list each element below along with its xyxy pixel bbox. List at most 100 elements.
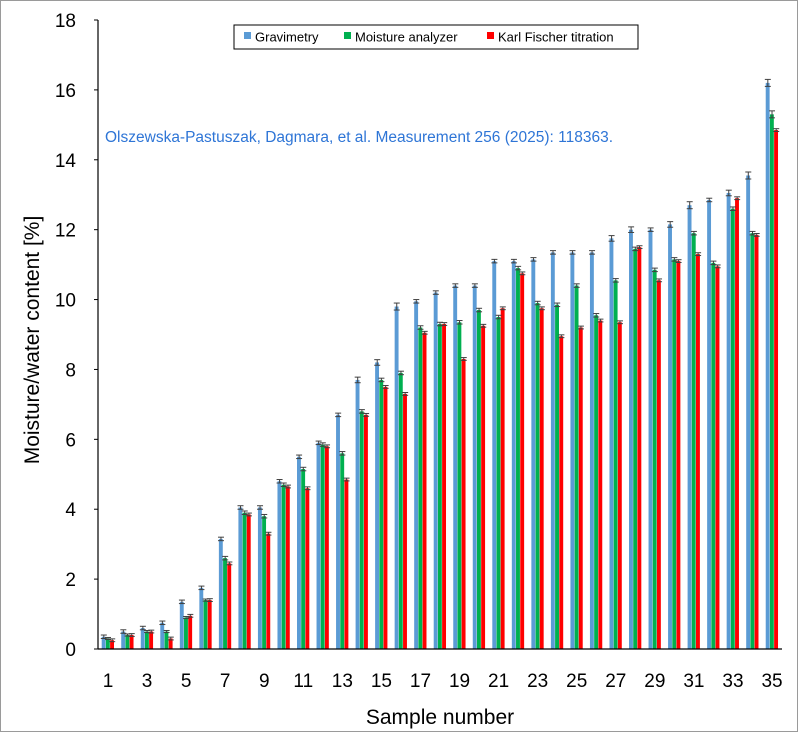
bar-gravimetry-sample-15: [375, 362, 380, 649]
error-bar-karl-fischer-titration-sample-32: [714, 264, 721, 269]
legend-swatch-gravimetry: [244, 32, 251, 39]
bar-gravimetry-sample-3: [140, 628, 145, 649]
error-bar-moisture-analyzer-sample-28: [632, 246, 639, 252]
error-bar-karl-fischer-titration-sample-9: [265, 531, 272, 536]
error-bar-moisture-analyzer-sample-33: [729, 206, 736, 211]
bar-moisture-analyzer-sample-5: [184, 617, 188, 649]
x-tick-label-11: 11: [293, 671, 313, 692]
citation-annotation: Olszewska-Pastuszak, Dagmara, et al. Mea…: [105, 129, 613, 146]
bar-moisture-analyzer-sample-33: [730, 208, 735, 649]
x-tick-label-21: 21: [488, 671, 509, 692]
error-bar-gravimetry-sample-7: [217, 536, 224, 542]
x-axis-label: Sample number: [366, 706, 514, 729]
error-bar-gravimetry-sample-30: [667, 221, 674, 228]
error-bar-moisture-analyzer-sample-34: [749, 230, 756, 236]
error-bar-gravimetry-sample-8: [237, 505, 244, 510]
bar-karl-fischer-titration-sample-26: [598, 320, 603, 649]
error-bar-karl-fischer-titration-sample-27: [616, 320, 623, 325]
bar-karl-fischer-titration-sample-22: [520, 273, 525, 649]
bar-moisture-analyzer-sample-35: [769, 114, 774, 650]
y-tick-label-16: 16: [55, 81, 76, 102]
error-bar-gravimetry-sample-6: [198, 585, 205, 591]
bar-karl-fischer-titration-sample-3: [149, 631, 154, 649]
bar-karl-fischer-titration-sample-5: [188, 615, 193, 649]
bar-karl-fischer-titration-sample-19: [461, 358, 466, 649]
bar-moisture-analyzer-sample-29: [652, 269, 657, 649]
error-bar-karl-fischer-titration-sample-13: [343, 477, 350, 482]
bar-karl-fischer-titration-sample-29: [656, 280, 661, 649]
bar-karl-fischer-titration-sample-6: [207, 600, 212, 649]
bar-karl-fischer-titration-sample-25: [578, 327, 583, 649]
bar-moisture-analyzer-sample-10: [281, 484, 286, 649]
y-tick-label-10: 10: [55, 291, 76, 312]
x-tick-label-9: 9: [259, 671, 270, 692]
error-bar-gravimetry-sample-12: [315, 440, 322, 446]
bar-karl-fischer-titration-sample-12: [324, 446, 329, 649]
error-bar-gravimetry-sample-20: [471, 283, 478, 288]
bars-layer: [101, 82, 779, 650]
x-tick-label-29: 29: [644, 671, 665, 692]
error-bar-gravimetry-sample-18: [432, 290, 439, 295]
legend: Gravimetry Moisture analyzer Karl Fische…: [233, 24, 639, 50]
bar-moisture-analyzer-sample-21: [496, 317, 501, 649]
legend-label-moisture-analyzer: Moisture analyzer: [355, 30, 458, 45]
bar-gravimetry-sample-5: [179, 601, 184, 649]
bar-moisture-analyzer-sample-34: [750, 233, 755, 649]
error-bar-moisture-analyzer-sample-8: [241, 510, 248, 515]
error-bar-karl-fischer-titration-sample-17: [421, 330, 428, 335]
error-bar-moisture-analyzer-sample-20: [476, 307, 483, 313]
x-tick-label-31: 31: [683, 671, 704, 692]
bar-moisture-analyzer-sample-27: [613, 280, 618, 649]
error-bar-gravimetry-sample-25: [569, 250, 576, 255]
error-bar-karl-fischer-titration-sample-19: [460, 357, 467, 361]
error-bar-moisture-analyzer-sample-31: [690, 230, 697, 236]
error-bar-gravimetry-sample-13: [335, 412, 342, 418]
bar-moisture-analyzer-sample-18: [437, 324, 442, 649]
bar-karl-fischer-titration-sample-21: [500, 308, 505, 649]
bar-karl-fischer-titration-sample-35: [774, 130, 779, 649]
y-tick-label-0: 0: [65, 640, 76, 661]
error-bar-karl-fischer-titration-sample-5: [187, 613, 194, 618]
error-bar-karl-fischer-titration-sample-35: [773, 128, 780, 132]
error-bar-moisture-analyzer-sample-4: [163, 629, 170, 634]
error-bar-moisture-analyzer-sample-17: [417, 325, 424, 330]
bar-gravimetry-sample-17: [414, 301, 419, 649]
error-bar-karl-fischer-titration-sample-14: [363, 412, 370, 417]
y-tick-label-12: 12: [55, 221, 76, 242]
error-bar-karl-fischer-titration-sample-28: [636, 245, 643, 250]
error-bar-karl-fischer-titration-sample-21: [499, 306, 506, 311]
error-bar-karl-fischer-titration-sample-22: [519, 271, 526, 276]
error-bar-gravimetry-sample-15: [374, 359, 381, 366]
x-tick-label-1: 1: [103, 671, 114, 692]
error-bar-moisture-analyzer-sample-27: [612, 278, 619, 283]
bar-gravimetry-sample-28: [629, 229, 633, 650]
x-tick-label-25: 25: [566, 671, 587, 692]
bar-karl-fischer-titration-sample-7: [227, 563, 232, 649]
error-bar-karl-fischer-titration-sample-8: [245, 512, 252, 517]
error-bar-karl-fischer-titration-sample-24: [558, 334, 565, 339]
bar-moisture-analyzer-sample-23: [535, 303, 540, 649]
error-bar-karl-fischer-titration-sample-11: [304, 486, 311, 491]
bar-karl-fischer-titration-sample-14: [363, 414, 368, 649]
bar-karl-fischer-titration-sample-16: [403, 393, 407, 649]
bar-moisture-analyzer-sample-32: [711, 262, 716, 649]
error-bar-gravimetry-sample-23: [530, 257, 537, 262]
bar-moisture-analyzer-sample-8: [242, 512, 247, 649]
bar-gravimetry-sample-23: [531, 259, 536, 649]
bar-moisture-analyzer-sample-7: [223, 558, 227, 649]
bar-gravimetry-sample-2: [121, 631, 126, 649]
y-tick-label-2: 2: [65, 570, 76, 591]
bar-gravimetry-sample-16: [394, 306, 399, 649]
x-tick-label-3: 3: [142, 671, 153, 692]
bar-karl-fischer-titration-sample-27: [617, 322, 622, 649]
error-bar-moisture-analyzer-sample-10: [280, 482, 287, 488]
y-tick-label-18: 18: [55, 11, 76, 32]
error-bar-moisture-analyzer-sample-15: [378, 377, 385, 383]
error-bar-moisture-analyzer-sample-23: [534, 300, 541, 306]
bar-gravimetry-sample-30: [668, 224, 672, 650]
error-bar-karl-fischer-titration-sample-4: [167, 636, 174, 641]
bar-gravimetry-sample-6: [199, 587, 204, 649]
error-bar-gravimetry-sample-31: [686, 201, 693, 210]
bar-gravimetry-sample-34: [746, 175, 751, 649]
